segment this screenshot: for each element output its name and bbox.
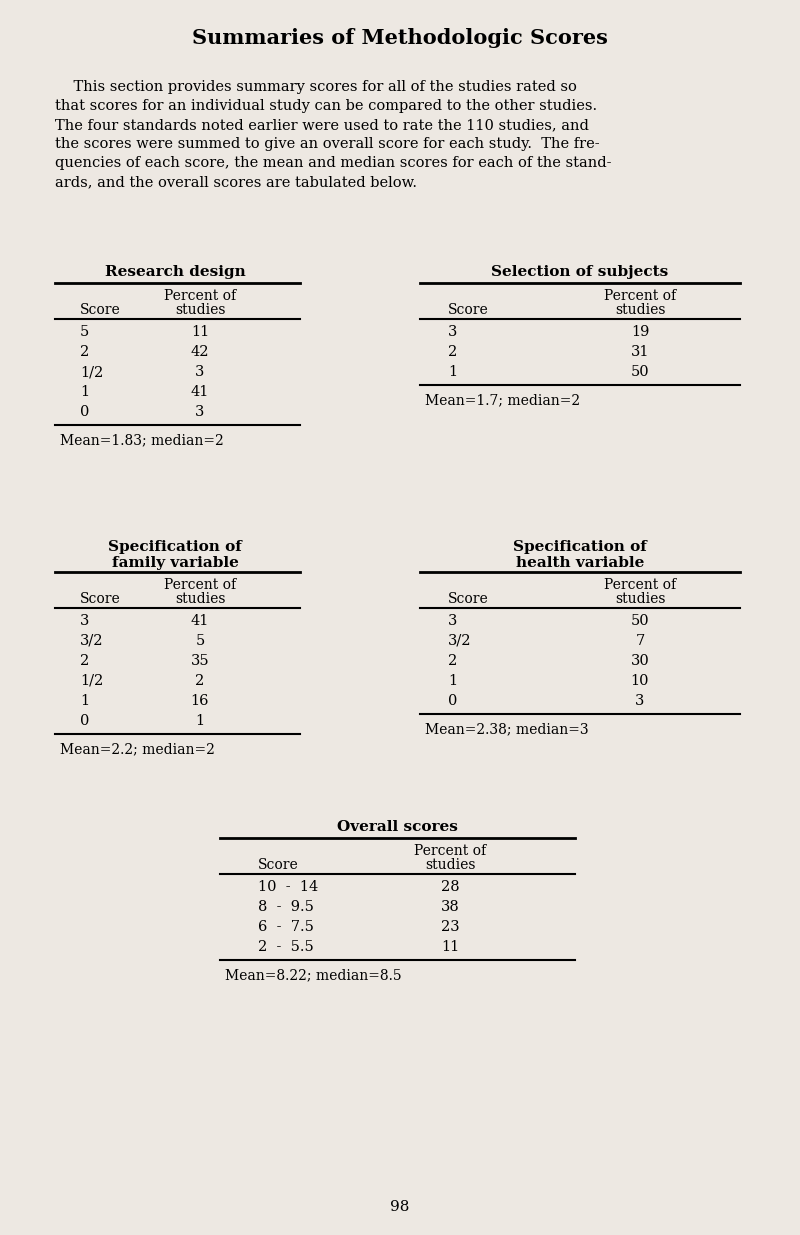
- Text: 0: 0: [80, 714, 90, 727]
- Text: 3/2: 3/2: [448, 634, 471, 648]
- Text: Score: Score: [448, 592, 489, 606]
- Text: 3: 3: [80, 614, 90, 629]
- Text: 1/2: 1/2: [80, 674, 103, 688]
- Text: Mean=8.22; median=8.5: Mean=8.22; median=8.5: [225, 968, 402, 982]
- Text: 41: 41: [191, 614, 209, 629]
- Text: Percent of: Percent of: [414, 844, 486, 858]
- Text: 3: 3: [448, 325, 458, 338]
- Text: Score: Score: [258, 858, 298, 872]
- Text: studies: studies: [425, 858, 475, 872]
- Text: Score: Score: [80, 592, 121, 606]
- Text: 11: 11: [191, 325, 209, 338]
- Text: 1: 1: [80, 385, 89, 399]
- Text: 41: 41: [191, 385, 209, 399]
- Text: 2: 2: [80, 345, 90, 359]
- Text: 38: 38: [441, 900, 459, 914]
- Text: Mean=1.7; median=2: Mean=1.7; median=2: [425, 393, 580, 408]
- Text: studies: studies: [174, 592, 226, 606]
- Text: 1: 1: [195, 714, 205, 727]
- Text: Percent of: Percent of: [164, 289, 236, 303]
- Text: 31: 31: [630, 345, 650, 359]
- Text: 1: 1: [448, 674, 457, 688]
- Text: Percent of: Percent of: [164, 578, 236, 592]
- Text: 3: 3: [195, 366, 205, 379]
- Text: 3: 3: [448, 614, 458, 629]
- Text: quencies of each score, the mean and median scores for each of the stand-: quencies of each score, the mean and med…: [55, 156, 611, 170]
- Text: Mean=2.38; median=3: Mean=2.38; median=3: [425, 722, 589, 736]
- Text: 28: 28: [441, 881, 459, 894]
- Text: 50: 50: [630, 614, 650, 629]
- Text: 11: 11: [441, 940, 459, 953]
- Text: 8  -  9.5: 8 - 9.5: [258, 900, 314, 914]
- Text: 2: 2: [80, 655, 90, 668]
- Text: 1: 1: [448, 366, 457, 379]
- Text: Mean=1.83; median=2: Mean=1.83; median=2: [60, 433, 224, 447]
- Text: 30: 30: [630, 655, 650, 668]
- Text: 6  -  7.5: 6 - 7.5: [258, 920, 314, 934]
- Text: studies: studies: [614, 303, 666, 317]
- Text: 10  -  14: 10 - 14: [258, 881, 318, 894]
- Text: 0: 0: [80, 405, 90, 419]
- Text: 16: 16: [190, 694, 210, 708]
- Text: Score: Score: [448, 303, 489, 317]
- Text: that scores for an individual study can be compared to the other studies.: that scores for an individual study can …: [55, 99, 597, 112]
- Text: Percent of: Percent of: [604, 289, 676, 303]
- Text: Overall scores: Overall scores: [337, 820, 458, 834]
- Text: 1/2: 1/2: [80, 366, 103, 379]
- Text: Selection of subjects: Selection of subjects: [491, 266, 669, 279]
- Text: 10: 10: [630, 674, 650, 688]
- Text: Score: Score: [80, 303, 121, 317]
- Text: 19: 19: [631, 325, 649, 338]
- Text: This section provides summary scores for all of the studies rated so: This section provides summary scores for…: [55, 80, 577, 94]
- Text: 3: 3: [635, 694, 645, 708]
- Text: 5: 5: [195, 634, 205, 648]
- Text: 2: 2: [448, 345, 458, 359]
- Text: 35: 35: [190, 655, 210, 668]
- Text: 5: 5: [80, 325, 90, 338]
- Text: studies: studies: [174, 303, 226, 317]
- Text: family variable: family variable: [111, 556, 238, 571]
- Text: 1: 1: [80, 694, 89, 708]
- Text: 0: 0: [448, 694, 458, 708]
- Text: 3/2: 3/2: [80, 634, 103, 648]
- Text: The four standards noted earlier were used to rate the 110 studies, and: The four standards noted earlier were us…: [55, 119, 589, 132]
- Text: Specification of: Specification of: [513, 540, 647, 555]
- Text: 98: 98: [390, 1200, 410, 1214]
- Text: 2  -  5.5: 2 - 5.5: [258, 940, 314, 953]
- Text: 42: 42: [190, 345, 210, 359]
- Text: health variable: health variable: [516, 556, 644, 571]
- Text: Research design: Research design: [105, 266, 246, 279]
- Text: the scores were summed to give an overall score for each study.  The fre-: the scores were summed to give an overal…: [55, 137, 600, 151]
- Text: 2: 2: [195, 674, 205, 688]
- Text: Mean=2.2; median=2: Mean=2.2; median=2: [60, 742, 215, 756]
- Text: Percent of: Percent of: [604, 578, 676, 592]
- Text: 3: 3: [195, 405, 205, 419]
- Text: 2: 2: [448, 655, 458, 668]
- Text: Summaries of Methodologic Scores: Summaries of Methodologic Scores: [192, 28, 608, 48]
- Text: ards, and the overall scores are tabulated below.: ards, and the overall scores are tabulat…: [55, 175, 417, 189]
- Text: studies: studies: [614, 592, 666, 606]
- Text: Specification of: Specification of: [108, 540, 242, 555]
- Text: 50: 50: [630, 366, 650, 379]
- Text: 23: 23: [441, 920, 459, 934]
- Text: 7: 7: [635, 634, 645, 648]
